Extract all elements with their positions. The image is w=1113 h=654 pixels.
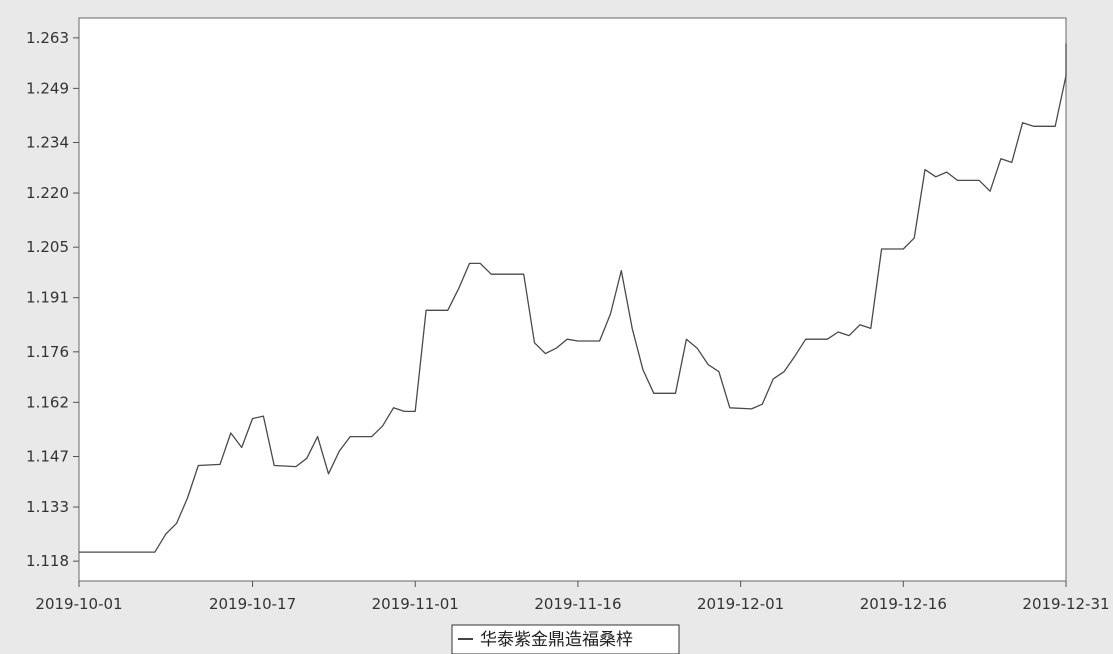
y-tick-label: 1.205 <box>26 238 69 256</box>
y-tick-label: 1.234 <box>26 134 69 152</box>
plot-area <box>78 17 1067 582</box>
series-layer <box>79 43 1067 553</box>
x-tick-label: 2019-11-01 <box>372 595 459 613</box>
y-tick-label: 1.133 <box>26 498 69 516</box>
x-tick-label: 2019-10-01 <box>35 595 122 613</box>
y-axis: 1.118 1.133 1.147 1.162 1.176 1.191 1.205 1.220… <box>26 29 79 570</box>
y-tick-label: 1.249 <box>26 79 69 97</box>
x-tick-label: 2019-12-31 <box>1022 595 1109 613</box>
y-tick-label: 1.191 <box>26 289 69 307</box>
legend-box <box>451 624 680 654</box>
legend: 华泰紫金鼎造福桑梓 <box>451 624 680 654</box>
y-tick-label: 1.162 <box>26 393 69 411</box>
series-line <box>79 43 1067 553</box>
y-tick-label: 1.118 <box>26 552 69 570</box>
y-tick-label: 1.176 <box>26 343 69 361</box>
legend-label: 华泰紫金鼎造福桑梓 <box>480 630 633 650</box>
x-tick-label: 2019-11-16 <box>534 595 621 613</box>
y-tick-label: 1.147 <box>26 447 69 465</box>
y-tick-label: 1.220 <box>26 184 69 202</box>
x-tick-label: 2019-10-17 <box>209 595 296 613</box>
x-tick-label: 2019-12-16 <box>860 595 947 613</box>
x-axis: 2019-10-01 2019-10-17 2019-11-01 2019-11-16… <box>35 581 1110 613</box>
x-tick-label: 2019-12-01 <box>697 595 784 613</box>
y-tick-label: 1.263 <box>26 29 69 47</box>
